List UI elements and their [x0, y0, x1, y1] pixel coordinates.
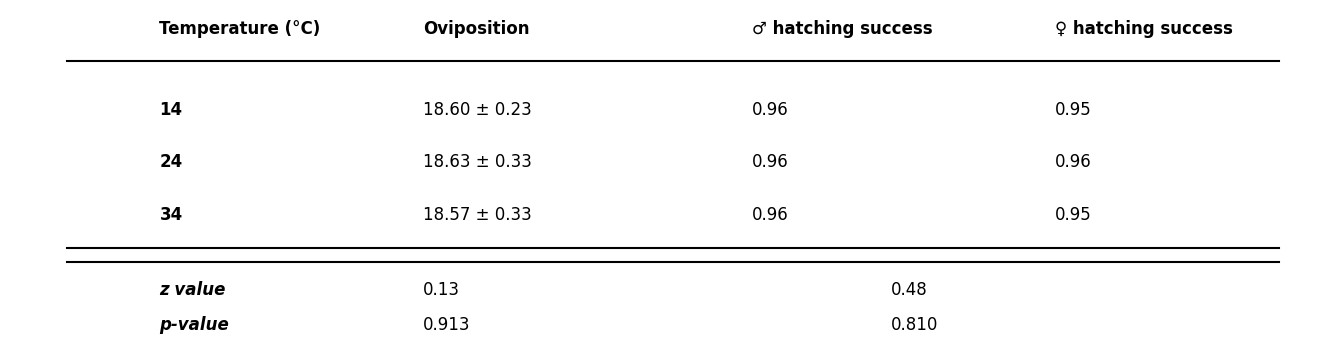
Text: 0.96: 0.96 — [752, 101, 789, 119]
Text: 0.95: 0.95 — [1055, 206, 1092, 224]
Text: 0.96: 0.96 — [1055, 154, 1092, 172]
Text: Oviposition: Oviposition — [422, 20, 529, 38]
Text: 14: 14 — [160, 101, 182, 119]
Text: 18.57 ± 0.33: 18.57 ± 0.33 — [422, 206, 532, 224]
Text: z value: z value — [160, 281, 226, 299]
Text: 18.60 ± 0.23: 18.60 ± 0.23 — [422, 101, 532, 119]
Text: 0.913: 0.913 — [422, 316, 470, 334]
Text: 0.96: 0.96 — [752, 154, 789, 172]
Text: p-value: p-value — [160, 316, 230, 334]
Text: 0.810: 0.810 — [891, 316, 939, 334]
Text: ♂ hatching success: ♂ hatching success — [752, 20, 933, 38]
Text: 0.96: 0.96 — [752, 206, 789, 224]
Text: 34: 34 — [160, 206, 182, 224]
Text: 18.63 ± 0.33: 18.63 ± 0.33 — [422, 154, 532, 172]
Text: 0.95: 0.95 — [1055, 101, 1092, 119]
Text: Temperature (°C): Temperature (°C) — [160, 20, 321, 38]
Text: 0.48: 0.48 — [891, 281, 927, 299]
Text: ♀ hatching success: ♀ hatching success — [1055, 20, 1233, 38]
Text: 0.13: 0.13 — [422, 281, 459, 299]
Text: 24: 24 — [160, 154, 182, 172]
